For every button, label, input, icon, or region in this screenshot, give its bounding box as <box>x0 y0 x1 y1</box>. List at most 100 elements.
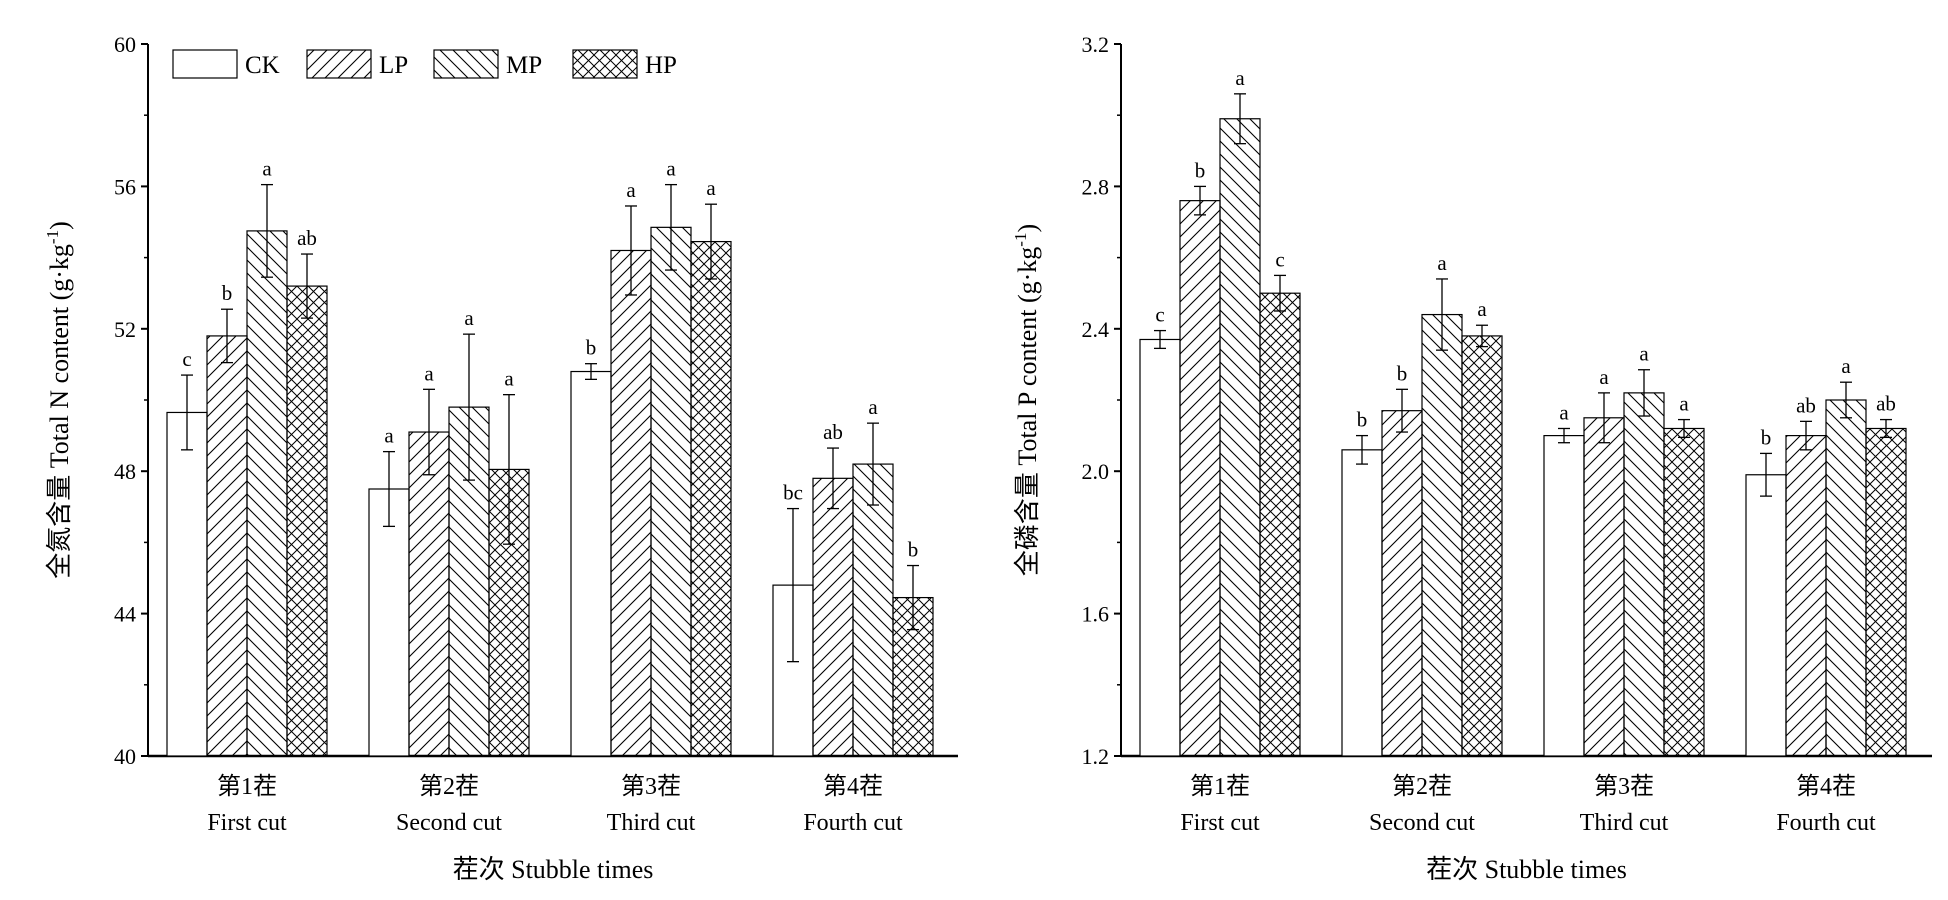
bar-hp <box>690 240 732 757</box>
y-axis-title-sup: -1 <box>43 230 62 244</box>
bar-mp <box>650 226 692 757</box>
significance-letter: c <box>182 347 191 371</box>
bar-lp <box>408 431 450 757</box>
significance-letter: b <box>908 538 919 562</box>
significance-letter: c <box>1155 303 1164 327</box>
bar-lp <box>610 249 652 757</box>
x-category-label-cn: 第4茬 <box>823 773 883 800</box>
significance-letter: b <box>1195 158 1206 182</box>
y-axis-title-main: 全氮含量 Total N content (g·kg <box>45 244 74 579</box>
significance-letter: bc <box>783 481 803 505</box>
bar-lp <box>1583 417 1625 757</box>
significance-letter: ab <box>1876 392 1896 416</box>
legend-swatch-mp <box>433 49 499 79</box>
y-tick-label: 52 <box>114 317 136 342</box>
bar-hp <box>1259 292 1301 757</box>
bar-mp <box>1825 399 1867 757</box>
bar-lp <box>1785 435 1827 757</box>
legend-label-mp: MP <box>506 52 542 79</box>
bar-ck <box>570 370 612 757</box>
significance-letter: a <box>262 157 272 181</box>
significance-letter: a <box>384 424 394 448</box>
x-category-label-cn: 第2茬 <box>1392 773 1452 800</box>
y-tick-label: 2.0 <box>1082 459 1110 484</box>
y-axis-title-close: ) <box>45 221 74 230</box>
legend-label-ck: CK <box>245 52 280 79</box>
bar-hp <box>1663 427 1705 757</box>
significance-letter: a <box>1477 297 1487 321</box>
x-category-label-en: First cut <box>1180 810 1260 836</box>
bar-ck <box>1139 338 1181 757</box>
y-tick-label: 2.8 <box>1082 174 1110 199</box>
x-category-label-cn: 第1茬 <box>217 773 277 800</box>
y-tick-label: 1.6 <box>1082 602 1110 627</box>
x-category-label-en: Second cut <box>1369 810 1475 836</box>
y-tick-label: 3.2 <box>1082 32 1110 57</box>
x-category-label-en: Second cut <box>396 810 502 836</box>
legend: CK LP MP HP <box>172 49 677 79</box>
legend-label-hp: HP <box>645 52 677 79</box>
significance-letter: b <box>1397 361 1408 385</box>
bar-ck <box>368 488 410 757</box>
y-tick-label: 40 <box>114 744 136 769</box>
significance-letter: ab <box>1796 393 1816 417</box>
significance-letter: ab <box>823 420 843 444</box>
y-axis-title-main: 全磷含量 Total P content (g·kg <box>1013 247 1042 576</box>
x-axis-title: 茬次 Stubble times <box>1426 855 1627 884</box>
bar-ck <box>1745 474 1787 757</box>
bar-hp <box>1865 427 1907 757</box>
bar-hp <box>1461 335 1503 757</box>
significance-letter: a <box>1599 365 1609 389</box>
significance-letter: a <box>1235 66 1245 90</box>
chart-panel-right: 1.2 1.6 2.0 2.4 2.8 3.2 c b a c 第1茬 First cut b b a a 第2… <box>1011 32 1932 884</box>
significance-letter: a <box>504 367 514 391</box>
bar-mp <box>1623 392 1665 757</box>
significance-letter: b <box>1761 425 1772 449</box>
x-category-label-en: Fourth cut <box>1776 810 1876 836</box>
x-category-label-en: First cut <box>207 810 287 836</box>
x-category-label-cn: 第2茬 <box>419 773 479 800</box>
bar-mp <box>1219 118 1261 757</box>
y-axis-title-sup: -1 <box>1011 233 1030 247</box>
significance-letter: a <box>1679 392 1689 416</box>
y-tick-label: 48 <box>114 459 136 484</box>
y-axis-title: 全氮含量 Total N content (g·kg-1) <box>43 221 74 579</box>
bar-hp <box>286 285 328 757</box>
bar-lp <box>1179 200 1221 757</box>
bar-mp <box>246 230 288 757</box>
significance-letter: a <box>424 361 434 385</box>
significance-letter: b <box>222 281 233 305</box>
significance-letter: a <box>1639 342 1649 366</box>
significance-letter: b <box>1357 408 1368 432</box>
legend-swatch-lp <box>306 49 372 79</box>
significance-letter: a <box>1841 354 1851 378</box>
significance-letter: a <box>1559 400 1569 424</box>
x-axis-title: 茬次 Stubble times <box>453 855 654 884</box>
significance-letter: a <box>1437 251 1447 275</box>
y-tick-label: 56 <box>114 174 136 199</box>
significance-letter: a <box>464 306 474 330</box>
y-axis-title-close: ) <box>1013 224 1042 233</box>
x-category-label-cn: 第3茬 <box>1594 773 1654 800</box>
significance-letter: a <box>706 176 716 200</box>
significance-letter: a <box>666 157 676 181</box>
significance-letter: c <box>1275 247 1284 271</box>
x-category-label-en: Third cut <box>1580 810 1669 836</box>
bar-mp <box>852 463 894 757</box>
bar-ck <box>166 411 208 757</box>
significance-letter: a <box>868 395 878 419</box>
y-tick-label: 60 <box>114 32 136 57</box>
significance-letter: a <box>626 178 636 202</box>
x-category-label-cn: 第1茬 <box>1190 773 1250 800</box>
significance-letter: ab <box>297 226 317 250</box>
y-tick-label: 1.2 <box>1082 744 1110 769</box>
legend-label-lp: LP <box>379 52 408 79</box>
bar-ck <box>1341 449 1383 757</box>
x-category-label-cn: 第4茬 <box>1796 773 1856 800</box>
y-axis-title: 全磷含量 Total P content (g·kg-1) <box>1011 224 1042 576</box>
bar-lp <box>812 477 854 757</box>
x-category-label-en: Third cut <box>607 810 696 836</box>
bar-ck <box>1543 435 1585 757</box>
